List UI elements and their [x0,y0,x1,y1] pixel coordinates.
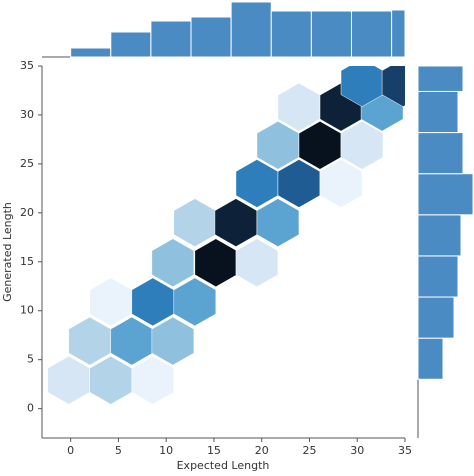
hexbin-cell [89,355,133,405]
right-hist-bar [417,214,462,257]
hexbin-cell [214,198,258,247]
hexbin-cell [235,159,279,208]
top-hist-bar [310,10,353,58]
y-tick-label: 30 [20,108,34,121]
top-hist-bar [391,9,406,58]
hexbin-cell [151,238,195,288]
hexbin-cell [68,316,112,366]
y-axis-label: Generated Length [1,202,14,302]
top-hist-bar [70,47,112,58]
y-tick-label: 5 [27,353,34,366]
x-tick-label: 35 [398,444,412,457]
hexbin-cell [131,355,175,405]
x-tick-label: 25 [302,444,316,457]
top-hist-bar [230,1,272,58]
y-tick-label: 20 [20,206,34,219]
hexbin-cell [89,277,133,327]
hexbin-area [47,66,405,405]
y-tick-label: 0 [27,402,34,415]
hexbin-cell [277,82,321,132]
hexbin-cell [194,238,238,288]
y-tick-label: 35 [20,59,34,72]
hexbin-cell [340,121,384,170]
hexbin-cell [381,66,405,107]
hexbin-cell [151,316,195,366]
y-tick-label: 25 [20,157,34,170]
top-hist-bar [351,10,393,58]
right-hist-bar [417,255,459,298]
y-tick-label: 10 [20,304,34,317]
hexbin-cell [319,159,363,208]
x-tick-label: 30 [350,444,364,457]
hexbin-cell [173,198,217,247]
hexbin-cell [298,121,342,170]
hexbin-cell [47,355,90,405]
x-tick-label: 0 [67,444,74,457]
x-axis-label: Expected Length [177,459,270,472]
right-hist-bar [417,65,464,92]
hexbin-cell [277,159,321,208]
hexbin-cell [173,277,217,327]
y-tick-label: 15 [20,255,34,268]
x-tick-label: 20 [255,444,269,457]
right-hist-bar [417,296,455,339]
top-hist-bar [110,31,152,58]
right-hist-bar [417,337,444,380]
top-hist-bar [150,20,192,58]
x-tick-label: 15 [207,444,221,457]
hexbin-cell [110,316,154,366]
hexbin-cell [131,277,175,327]
right-hist-bar [417,173,474,216]
x-tick-label: 5 [115,444,122,457]
x-tick-label: 10 [159,444,173,457]
hexbin-cell [235,238,279,288]
top-hist-bar [190,16,232,58]
hexbin-cell [256,121,300,170]
hexbin-cell [256,198,300,247]
right-hist-bar [417,132,464,175]
top-hist-bar [270,10,312,58]
right-hist-bar [417,90,459,134]
